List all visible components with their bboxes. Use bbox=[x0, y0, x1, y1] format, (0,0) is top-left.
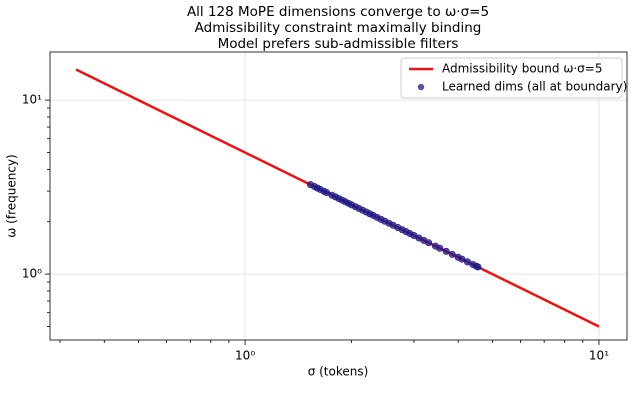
legend-label: Learned dims (all at boundary) bbox=[442, 80, 627, 94]
chart-title: All 128 MoPE dimensions converge to ω·σ=… bbox=[187, 4, 489, 20]
y-axis-label: ω (frequency) bbox=[5, 154, 19, 237]
y-tick-label: 10⁰ bbox=[22, 267, 42, 281]
legend-swatch bbox=[417, 83, 425, 91]
legend-box bbox=[400, 57, 623, 99]
chart-title: Model prefers sub-admissible filters bbox=[218, 36, 459, 52]
plot-frame bbox=[49, 51, 628, 341]
point bbox=[425, 239, 433, 247]
x-tick-label: 10⁰ bbox=[235, 349, 255, 363]
point bbox=[448, 250, 456, 258]
point bbox=[442, 247, 450, 255]
point bbox=[436, 244, 444, 252]
chart-title: Admissibility constraint maximally bindi… bbox=[195, 20, 482, 36]
point bbox=[458, 255, 466, 263]
x-tick-label: 10¹ bbox=[589, 349, 609, 363]
legend-label: Admissibility bound ω·σ=5 bbox=[442, 62, 602, 76]
x-axis-label: σ (tokens) bbox=[308, 365, 369, 379]
y-tick-label: 10¹ bbox=[22, 93, 42, 107]
point bbox=[474, 263, 482, 271]
